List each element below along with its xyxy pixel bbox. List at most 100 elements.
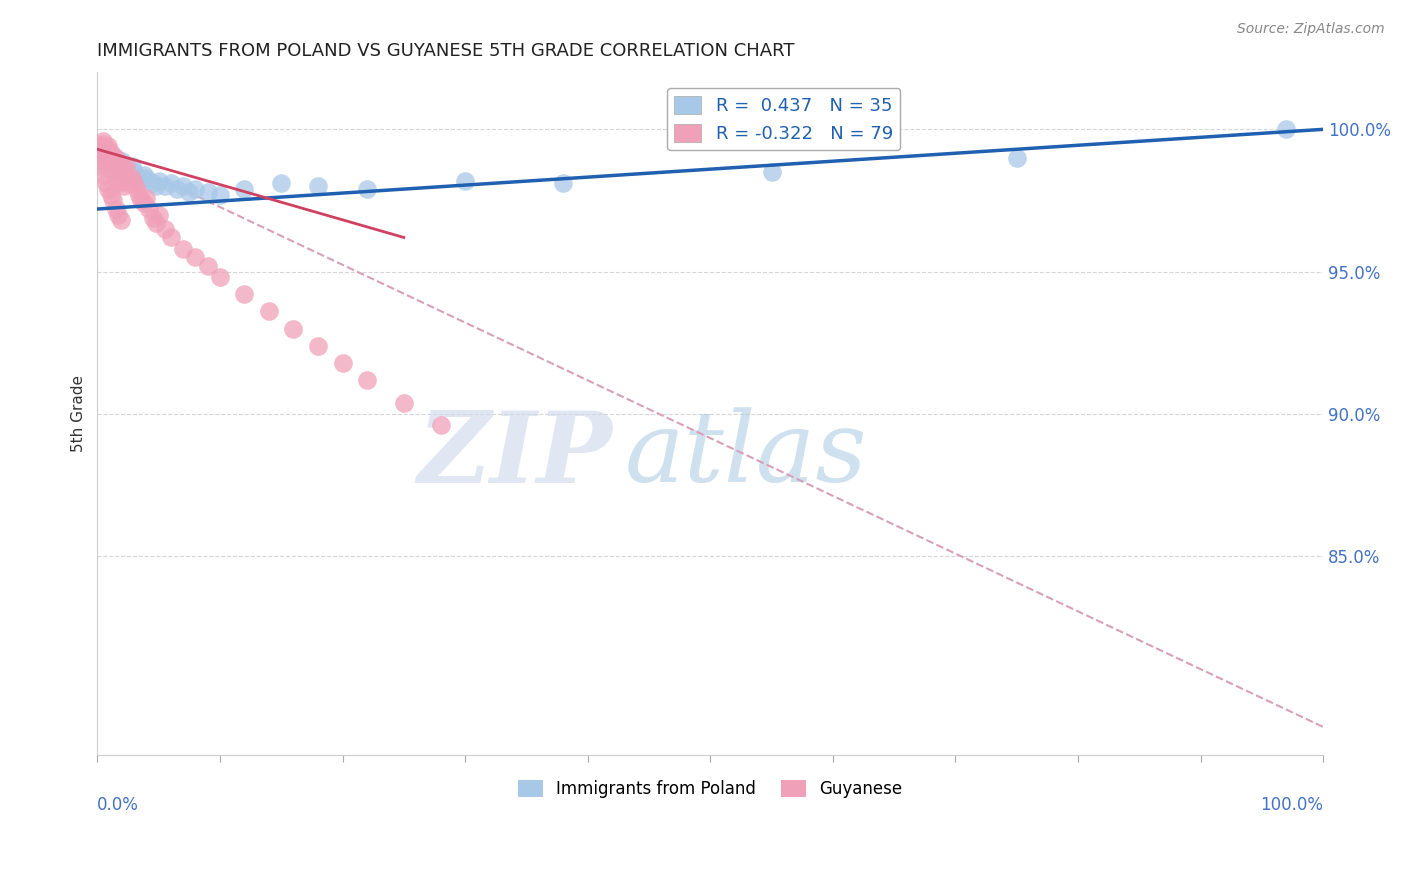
Point bbox=[129, 173, 152, 187]
Point bbox=[166, 182, 188, 196]
Point bbox=[107, 208, 129, 222]
Point bbox=[93, 168, 115, 182]
Point bbox=[132, 168, 155, 182]
Point bbox=[153, 179, 176, 194]
Point bbox=[135, 170, 157, 185]
Point bbox=[103, 153, 125, 168]
Point bbox=[100, 156, 122, 170]
Point bbox=[93, 145, 115, 160]
Point bbox=[93, 153, 115, 168]
Point bbox=[93, 134, 115, 148]
Point bbox=[90, 159, 112, 173]
Point bbox=[110, 168, 132, 182]
Point bbox=[97, 182, 120, 196]
Point bbox=[356, 373, 378, 387]
Point bbox=[145, 179, 167, 194]
Point bbox=[91, 145, 114, 160]
Point bbox=[392, 395, 415, 409]
Point bbox=[761, 165, 783, 179]
Point bbox=[1275, 122, 1298, 136]
Point bbox=[117, 168, 139, 182]
Point bbox=[184, 182, 207, 196]
Point bbox=[112, 179, 135, 194]
Point bbox=[454, 173, 477, 187]
Y-axis label: 5th Grade: 5th Grade bbox=[72, 376, 86, 452]
Point bbox=[121, 159, 143, 173]
Point bbox=[111, 153, 134, 168]
Point bbox=[104, 168, 127, 182]
Point bbox=[1005, 151, 1028, 165]
Point bbox=[553, 177, 575, 191]
Point bbox=[114, 159, 136, 173]
Point bbox=[125, 182, 148, 196]
Point bbox=[96, 151, 118, 165]
Point bbox=[100, 187, 122, 202]
Point bbox=[100, 162, 122, 177]
Point bbox=[145, 216, 167, 230]
Point bbox=[105, 165, 128, 179]
Point bbox=[138, 202, 160, 216]
Point bbox=[94, 151, 117, 165]
Point bbox=[208, 270, 231, 285]
Point bbox=[89, 139, 111, 153]
Point bbox=[356, 182, 378, 196]
Point bbox=[148, 173, 170, 187]
Point bbox=[90, 142, 112, 156]
Point bbox=[141, 211, 163, 225]
Text: atlas: atlas bbox=[624, 408, 868, 502]
Point bbox=[179, 185, 201, 199]
Point bbox=[128, 187, 150, 202]
Point bbox=[208, 187, 231, 202]
Point bbox=[108, 177, 131, 191]
Point bbox=[110, 173, 132, 187]
Point bbox=[90, 148, 112, 162]
Point bbox=[104, 202, 127, 216]
Point bbox=[118, 177, 141, 191]
Point bbox=[112, 170, 135, 185]
Text: IMMIGRANTS FROM POLAND VS GUYANESE 5TH GRADE CORRELATION CHART: IMMIGRANTS FROM POLAND VS GUYANESE 5TH G… bbox=[97, 42, 794, 60]
Point bbox=[111, 159, 134, 173]
Point bbox=[257, 304, 280, 318]
Point bbox=[132, 196, 155, 211]
Point bbox=[111, 168, 134, 182]
Point bbox=[94, 177, 117, 191]
Point bbox=[112, 165, 135, 179]
Point bbox=[96, 148, 118, 162]
Point bbox=[103, 148, 125, 162]
Point bbox=[233, 287, 256, 301]
Point bbox=[107, 156, 129, 170]
Point bbox=[197, 259, 219, 273]
Point bbox=[117, 168, 139, 182]
Point bbox=[307, 179, 329, 194]
Point bbox=[91, 142, 114, 156]
Text: Source: ZipAtlas.com: Source: ZipAtlas.com bbox=[1237, 22, 1385, 37]
Point bbox=[103, 153, 125, 168]
Point bbox=[122, 177, 145, 191]
Point bbox=[135, 191, 157, 205]
Point bbox=[283, 321, 305, 335]
Point bbox=[101, 156, 124, 170]
Point bbox=[160, 177, 183, 191]
Point bbox=[141, 177, 163, 191]
Point bbox=[105, 170, 128, 185]
Point bbox=[110, 213, 132, 227]
Point bbox=[103, 159, 125, 173]
Point bbox=[98, 156, 121, 170]
Point bbox=[112, 165, 135, 179]
Point bbox=[104, 159, 127, 173]
Point bbox=[148, 208, 170, 222]
Point bbox=[307, 338, 329, 352]
Point bbox=[93, 136, 115, 151]
Point bbox=[108, 165, 131, 179]
Point bbox=[103, 168, 125, 182]
Point bbox=[96, 151, 118, 165]
Point bbox=[97, 142, 120, 156]
Point bbox=[184, 251, 207, 265]
Point bbox=[160, 230, 183, 244]
Point bbox=[197, 185, 219, 199]
Point bbox=[122, 165, 145, 179]
Point bbox=[332, 356, 354, 370]
Point bbox=[98, 162, 121, 177]
Point bbox=[107, 159, 129, 173]
Point bbox=[125, 170, 148, 185]
